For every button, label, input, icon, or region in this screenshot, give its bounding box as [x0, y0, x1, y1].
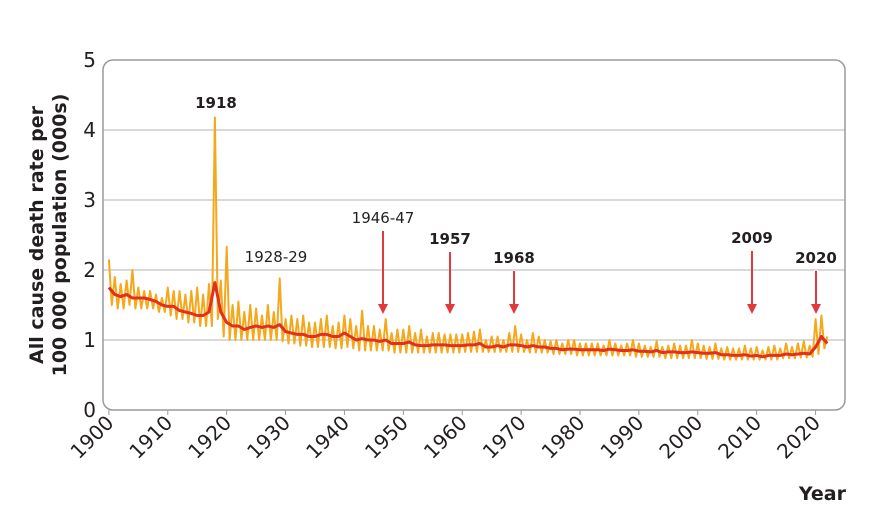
x-tick-label: 2000	[654, 411, 707, 464]
y-tick-label: 2	[83, 258, 96, 282]
annotation: 1918	[195, 94, 237, 112]
x-tick-label: 1940	[301, 411, 354, 464]
x-tick-label: 1950	[360, 411, 413, 464]
annotation: 2020	[795, 249, 837, 267]
annotation: 1928-29	[245, 248, 308, 266]
annotation-arrowhead	[747, 304, 757, 314]
annotation-arrowhead	[445, 304, 455, 314]
x-tick-label: 1910	[124, 411, 177, 464]
annotation: 1946-47	[352, 209, 415, 227]
y-tick-label: 0	[83, 398, 96, 422]
x-tick-label: 1970	[478, 411, 531, 464]
series-line	[107, 116, 829, 361]
annotation: 1957	[429, 230, 471, 248]
x-tick-label: 1980	[537, 411, 590, 464]
annotation-arrowhead	[811, 304, 821, 314]
plot-frame	[102, 59, 846, 411]
y-axis-label: 100 000 population (000s)	[49, 94, 71, 377]
x-tick-label: 1960	[419, 411, 472, 464]
y-tick-label: 1	[83, 328, 96, 352]
x-tick-label: 1930	[242, 411, 295, 464]
x-tick-label: 1920	[183, 411, 236, 464]
annotation: 2009	[731, 229, 773, 247]
annotation-arrowhead	[509, 304, 519, 314]
y-tick-label: 5	[83, 48, 96, 72]
x-tick-label: 1990	[595, 411, 648, 464]
plot	[107, 116, 829, 361]
annotation: 1968	[493, 249, 535, 267]
x-axis-label: Year	[798, 483, 847, 505]
y-axis-label: All cause death rate per	[26, 105, 48, 364]
x-tick-label: 2010	[713, 411, 766, 464]
x-tick-label: 2020	[772, 411, 825, 464]
annotation-arrowhead	[378, 304, 388, 314]
y-tick-label: 4	[83, 118, 96, 142]
y-tick-label: 3	[83, 188, 96, 212]
series-line	[107, 281, 829, 359]
